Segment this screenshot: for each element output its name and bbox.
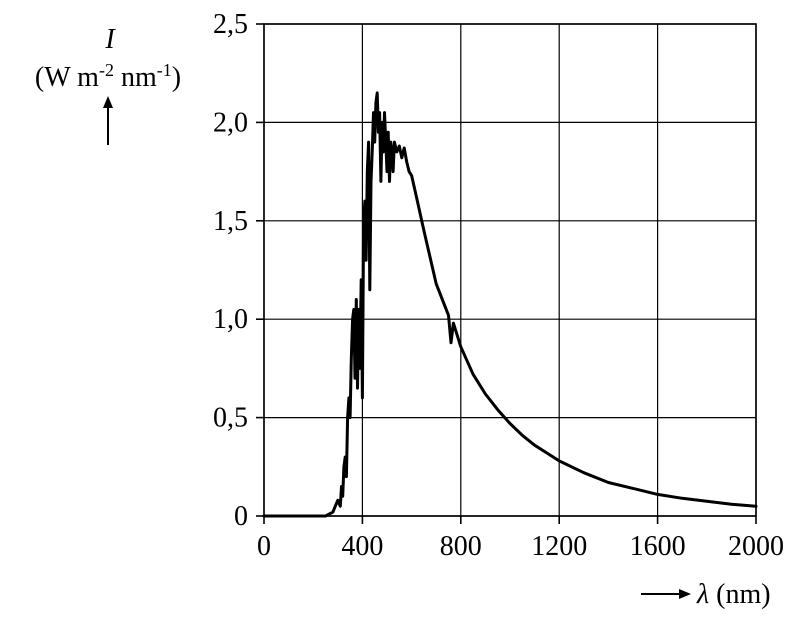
y-unit-part-a: (W m [35, 62, 99, 93]
grid [263, 23, 757, 517]
x-tick-label: 1200 [531, 531, 587, 562]
y-axis-arrow-icon [103, 96, 113, 145]
x-axis-symbol: λ [696, 579, 709, 610]
x-tick-label: 800 [440, 531, 482, 562]
x-tick-label: 2000 [728, 531, 784, 562]
plot-frame [263, 23, 757, 517]
y-axis-symbol: I [104, 24, 116, 55]
y-tick-labels: 0 0,5 1,0 1,5 2,0 2,5 [213, 9, 248, 532]
y-tick-label: 1,0 [213, 304, 248, 335]
y-unit-part-b: nm [114, 62, 157, 93]
x-axis-unit: (nm) [716, 579, 770, 610]
y-axis-unit: (W m-2 nm-1) [35, 60, 181, 93]
y-tick-label: 1,5 [213, 206, 248, 237]
y-tick-label: 0,5 [213, 403, 248, 434]
y-tick-label: 2,0 [213, 107, 248, 138]
y-unit-part-c: ) [172, 62, 181, 93]
ticks [256, 23, 757, 524]
x-axis-arrow-icon [641, 589, 691, 599]
x-axis-label: λ (nm) [696, 579, 771, 610]
x-tick-labels: 0 400 800 1200 1600 2000 [257, 531, 784, 562]
x-tick-label: 1600 [630, 531, 686, 562]
y-unit-sup-2: -1 [157, 60, 172, 80]
y-tick-label: 0 [234, 501, 248, 532]
x-tick-label: 0 [257, 531, 271, 562]
y-tick-label: 2,5 [213, 9, 248, 40]
series-line [262, 91, 758, 518]
x-axis-unit-space [709, 579, 716, 610]
x-tick-label: 400 [341, 531, 383, 562]
y-unit-sup-1: -2 [99, 60, 114, 80]
